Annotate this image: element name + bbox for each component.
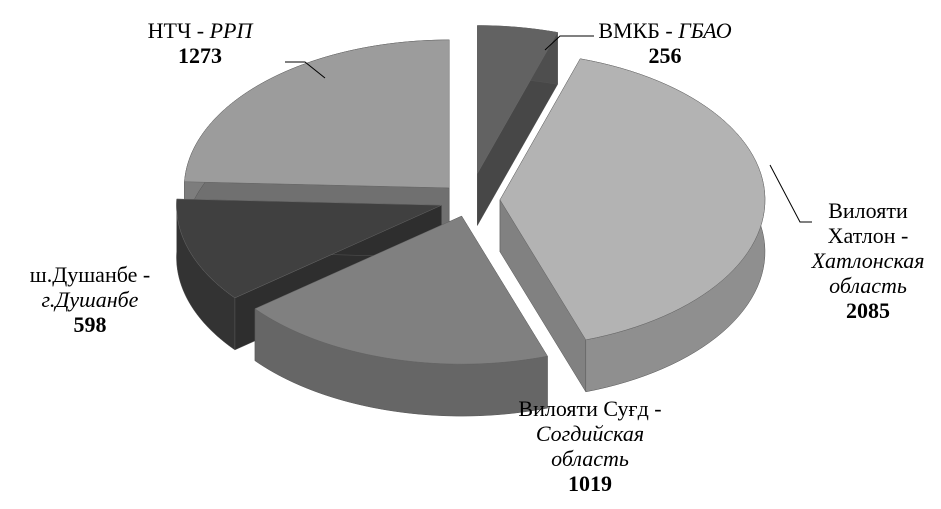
leader-line xyxy=(544,35,594,51)
leader-line xyxy=(769,164,812,223)
label-value: 1273 xyxy=(178,43,222,68)
label-value: 598 xyxy=(73,312,107,337)
data-label: Вилояти Хатлон - Хатлонская область 2085 xyxy=(812,198,925,323)
data-label: Вилояти Суғд - Согдийская область 1019 xyxy=(518,396,661,496)
slice-top xyxy=(176,198,442,299)
slice xyxy=(254,215,548,417)
leader-line xyxy=(285,61,326,79)
slice-top xyxy=(477,25,558,175)
slice-top xyxy=(254,215,548,365)
data-label: НТЧ - РРП 1273 xyxy=(148,18,253,68)
label-value: 256 xyxy=(648,43,682,68)
label-category: Вилояти Хатлон - xyxy=(827,198,909,248)
label-translation: Хатлонская область xyxy=(811,248,925,298)
label-value: 1019 xyxy=(568,471,612,496)
data-label: ш.Душанбе - г.Душанбе 598 xyxy=(30,262,150,337)
slice xyxy=(477,25,558,227)
slice xyxy=(499,57,766,393)
data-label: ВМКБ - ГБАО 256 xyxy=(598,18,731,68)
label-translation: г.Душанбе xyxy=(41,287,139,312)
label-category: Вилояти Суғд - xyxy=(518,396,662,421)
label-value: 2085 xyxy=(846,298,890,323)
label-category: НТЧ - xyxy=(147,18,205,43)
label-translation: ГБАО xyxy=(678,18,732,43)
label-translation: Согдийская область xyxy=(535,421,645,471)
slice-top xyxy=(184,39,450,189)
label-translation: РРП xyxy=(209,18,253,43)
label-category: ВМКБ - xyxy=(598,18,673,43)
slice-top xyxy=(499,58,766,341)
label-category: ш.Душанбе - xyxy=(29,262,151,287)
